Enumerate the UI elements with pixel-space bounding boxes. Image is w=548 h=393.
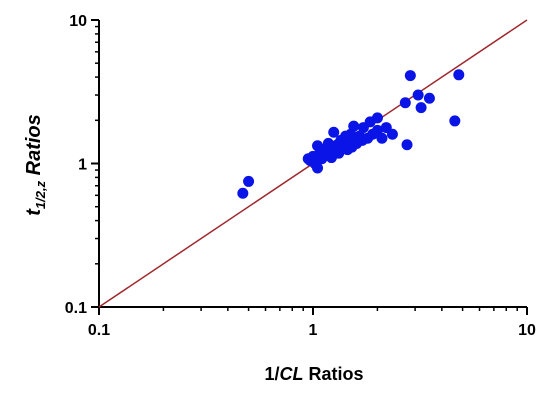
data-point [371, 112, 383, 124]
y-tick-label: 0.1 [65, 300, 87, 317]
data-point [312, 162, 324, 174]
data-points [237, 69, 465, 199]
y-axis-label: t1/2,z Ratios [23, 114, 48, 216]
data-point [412, 89, 424, 101]
data-point [399, 97, 411, 109]
x-tick-label: 1 [309, 322, 318, 339]
x-axis-label: 1/CL Ratios [264, 364, 363, 384]
data-point [386, 128, 398, 140]
data-point [237, 187, 249, 199]
x-tick-label: 0.1 [88, 322, 110, 339]
y-tick-label: 1 [78, 157, 87, 174]
data-point [401, 139, 413, 151]
data-point [404, 70, 416, 82]
tick-labels: 0.1 1 10 0.1 1 10 [65, 13, 536, 339]
data-point [423, 92, 435, 104]
y-tick-label: 10 [69, 13, 87, 30]
data-point [449, 115, 461, 127]
data-point [243, 175, 255, 187]
y-axis-label-subscript: 1/2,z [33, 180, 48, 209]
tick-marks [91, 19, 528, 315]
x-axis-label-italic: CL [280, 364, 304, 384]
y-axis-label-suffix: Ratios [23, 114, 45, 181]
data-point [376, 132, 388, 144]
data-point [415, 102, 427, 114]
data-point [328, 126, 340, 138]
x-axis-label-prefix: 1/ [264, 364, 279, 384]
data-point [453, 69, 465, 81]
x-tick-label: 10 [518, 322, 536, 339]
data-point [348, 120, 360, 132]
y-axis-label-main: t [23, 208, 45, 216]
x-axis-label-suffix: Ratios [304, 364, 364, 384]
